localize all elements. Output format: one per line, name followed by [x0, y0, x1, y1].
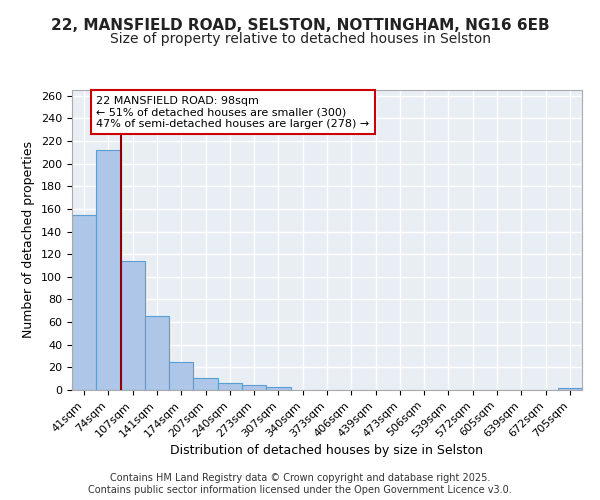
Bar [96, 150, 121, 390]
Text: 22, MANSFIELD ROAD, SELSTON, NOTTINGHAM, NG16 6EB: 22, MANSFIELD ROAD, SELSTON, NOTTINGHAM,… [50, 18, 550, 32]
Bar [266, 386, 290, 390]
Bar [558, 388, 582, 390]
Bar [145, 316, 169, 390]
Bar [242, 386, 266, 390]
Bar [72, 214, 96, 390]
X-axis label: Distribution of detached houses by size in Selston: Distribution of detached houses by size … [170, 444, 484, 457]
Text: Size of property relative to detached houses in Selston: Size of property relative to detached ho… [110, 32, 491, 46]
Bar [218, 383, 242, 390]
Bar [169, 362, 193, 390]
Text: Contains HM Land Registry data © Crown copyright and database right 2025.
Contai: Contains HM Land Registry data © Crown c… [88, 474, 512, 495]
Bar [121, 261, 145, 390]
Text: 22 MANSFIELD ROAD: 98sqm
← 51% of detached houses are smaller (300)
47% of semi-: 22 MANSFIELD ROAD: 98sqm ← 51% of detach… [96, 96, 370, 129]
Bar [193, 378, 218, 390]
Y-axis label: Number of detached properties: Number of detached properties [22, 142, 35, 338]
